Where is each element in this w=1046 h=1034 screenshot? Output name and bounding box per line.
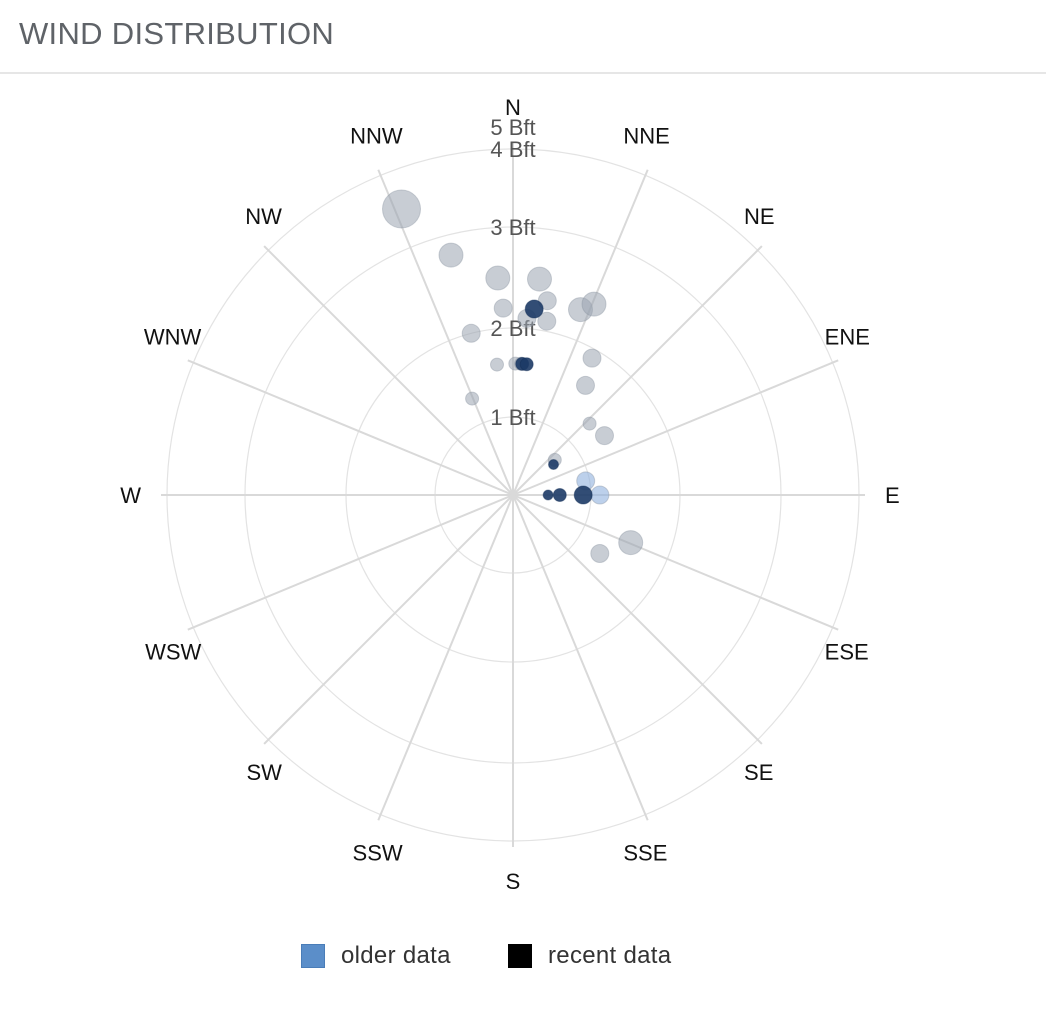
spoke-nw — [263, 245, 514, 496]
older-data-point[interactable] — [493, 298, 513, 318]
older-data-point[interactable] — [537, 311, 557, 331]
older-data-point[interactable] — [465, 391, 480, 406]
direction-label-ese: ESE — [825, 639, 869, 664]
older-data-point[interactable] — [618, 530, 644, 556]
older-data-point[interactable] — [582, 416, 597, 431]
recent-data-point[interactable] — [573, 485, 593, 505]
older-data-point[interactable] — [490, 357, 504, 372]
older-data-point[interactable] — [582, 348, 602, 368]
ring-label-3: 3 Bft — [490, 215, 535, 240]
legend-item-recent[interactable]: recent data — [508, 942, 671, 970]
header: WIND DISTRIBUTION — [0, 0, 1046, 74]
older-data-point[interactable] — [581, 291, 607, 317]
legend-swatch-recent — [508, 944, 532, 968]
direction-label-e: E — [885, 483, 900, 508]
spoke-sw — [263, 494, 514, 745]
older-data-point[interactable] — [485, 265, 511, 291]
direction-label-sw: SW — [247, 760, 283, 785]
direction-label-ne: NE — [744, 204, 775, 229]
legend-label-older: older data — [341, 942, 451, 969]
ring-label-1: 1 Bft — [490, 405, 535, 430]
older-data-point[interactable] — [537, 291, 557, 311]
direction-label-nne: NNE — [623, 123, 669, 148]
older-data-point[interactable] — [576, 375, 595, 395]
spoke-ene — [512, 359, 839, 496]
older-data-point[interactable] — [382, 189, 421, 229]
older-data-point[interactable] — [461, 323, 481, 343]
direction-label-ene: ENE — [825, 325, 870, 350]
direction-label-n: N — [505, 95, 521, 120]
direction-label-ssw: SSW — [353, 841, 403, 866]
direction-label-s: S — [506, 869, 521, 894]
direction-label-se: SE — [744, 760, 773, 785]
ring-label-4: 4 Bft — [490, 137, 535, 162]
older-data-point[interactable] — [527, 266, 552, 292]
legend-item-older[interactable]: older data — [301, 942, 451, 970]
spoke-wnw — [187, 359, 514, 496]
spoke-se — [512, 494, 763, 745]
older-data-point[interactable] — [590, 485, 610, 505]
older-data-point[interactable] — [438, 242, 464, 268]
recent-data-point[interactable] — [524, 299, 544, 319]
older-data-point[interactable] — [590, 544, 610, 563]
recent-data-point[interactable] — [548, 459, 559, 470]
data-points — [382, 189, 644, 563]
direction-label-nnw: NNW — [350, 123, 403, 148]
legend: older data recent data — [0, 942, 1046, 970]
direction-label-wsw: WSW — [145, 639, 201, 664]
direction-label-w: W — [120, 483, 141, 508]
direction-label-wnw: WNW — [144, 325, 202, 350]
legend-swatch-older — [301, 944, 325, 968]
direction-labels: N NNE NE ENE E ESE SE SSE S SSW SW WSW W WNW NW NNW — [120, 95, 899, 894]
direction-label-sse: SSE — [623, 841, 667, 866]
older-data-point[interactable] — [595, 426, 614, 446]
spoke-ese — [512, 494, 839, 631]
legend-label-recent: recent data — [548, 942, 672, 969]
spoke-sse — [512, 494, 649, 821]
direction-label-nw: NW — [245, 204, 282, 229]
ring-label-5: 5 Bft — [490, 115, 535, 140]
recent-data-point[interactable] — [519, 357, 534, 372]
page-title: WIND DISTRIBUTION — [19, 16, 335, 51]
direction-spokes — [161, 143, 865, 847]
spoke-nne — [512, 169, 649, 496]
spoke-wsw — [187, 494, 514, 631]
recent-data-point[interactable] — [552, 488, 567, 502]
wind-rose-chart: N NNE NE ENE E ESE SE SSE S SSW SW WSW W WNW NW NNW 1 B… — [120, 95, 899, 894]
spoke-ssw — [377, 494, 514, 821]
recent-data-point[interactable] — [542, 489, 554, 501]
